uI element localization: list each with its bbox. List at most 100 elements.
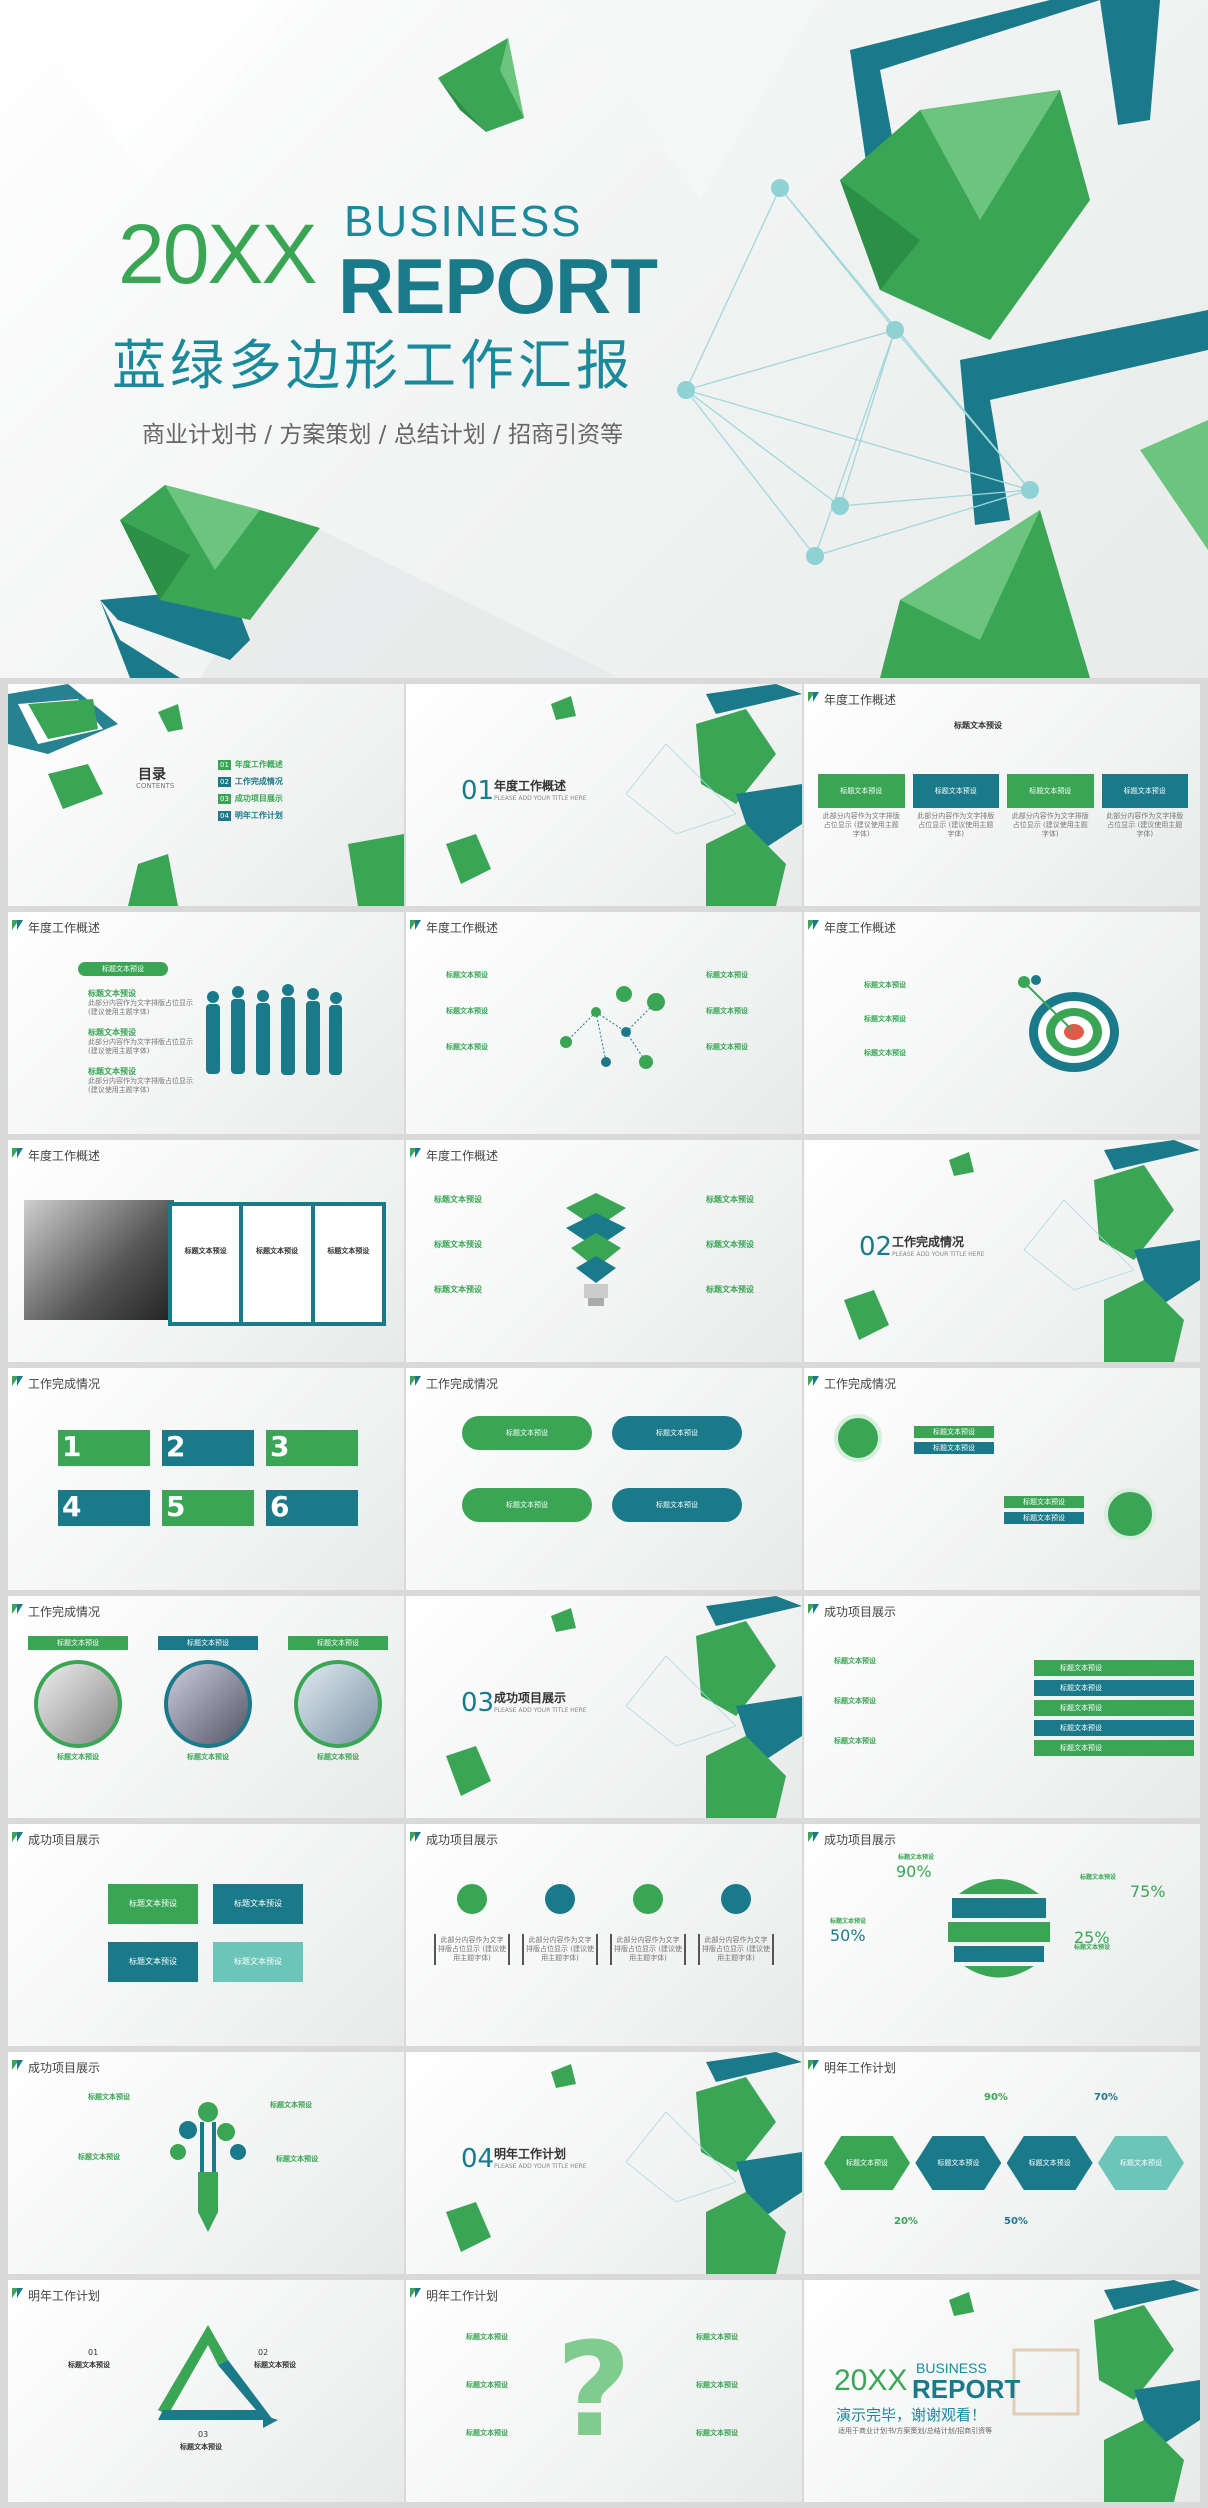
slide-chart-pencil[interactable]: 工作完成情况 标题文本预设 标题文本预设 标题文本预设 标题文本预设 <box>804 1368 1200 1590</box>
diamond-item[interactable]: 标题文本预设 <box>824 2136 910 2190</box>
block-number: 1 <box>62 1430 82 1463</box>
box-text: 此部分内容作为文字排版占位显示 (建议使用主题字体) <box>1011 812 1089 838</box>
pct-50: 50% <box>1004 2216 1028 2227</box>
pill-vimeo[interactable]: 标题文本预设 <box>612 1488 742 1522</box>
slide-numbers[interactable]: 工作完成情况 1 2 3 4 5 6 <box>8 1368 404 1590</box>
flag-icon <box>808 692 815 702</box>
pct-90: 90% <box>984 2092 1008 2103</box>
item-label: 标题文本预设 <box>88 989 136 998</box>
column-desc: 此部分内容作为文字排版占位显示 (建议使用主题字体) <box>610 1934 686 1965</box>
flag-icon <box>12 1148 19 1158</box>
item-label: 标题文本预设 <box>706 971 748 979</box>
number-block[interactable]: 1 <box>58 1430 150 1466</box>
slide-section-03[interactable]: 03 成功项目展示 PLEASE ADD YOUR TITLE HERE <box>406 1596 802 1818</box>
tag-instagram[interactable]: 标题文本预设 <box>213 1884 303 1924</box>
flag-icon <box>410 2288 417 2298</box>
slide-team[interactable]: 年度工作概述 标题文本预设 标题文本预设 此部分内容作为文字排版占位显示 (建议使… <box>8 912 404 1134</box>
step-number: 01 <box>88 2348 99 2357</box>
diamond-item[interactable]: 标题文本预设 <box>1097 2136 1184 2190</box>
item-label: 标题文本预设 <box>1080 1874 1117 1881</box>
icon-column[interactable]: 此部分内容作为文字排版占位显示 (建议使用主题字体) <box>610 1884 686 1965</box>
icon-column[interactable]: 此部分内容作为文字排版占位显示 (建议使用主题字体) <box>522 1884 598 1965</box>
slide-overview-boxes[interactable]: 年度工作概述 标题文本预设 标题文本预设 此部分内容作为文字排版占位显示 (建议使… <box>804 684 1200 906</box>
icon-column[interactable]: 此部分内容作为文字排版占位显示 (建议使用主题字体) <box>698 1884 774 1965</box>
slide-triangle[interactable]: 明年工作计划 01 标题文本预设 02 标题文本预设 03 标题文本预设 <box>8 2280 404 2502</box>
slide-social-pills[interactable]: 工作完成情况 标题文本预设 标题文本预设 标题文本预设 标题文本预设 <box>406 1368 802 1590</box>
slide-question[interactable]: 明年工作计划 标题文本预设 标题文本预设 标题文本预设 标题文本预设 标题文本预… <box>406 2280 802 2502</box>
number-block[interactable]: 6 <box>266 1490 358 1526</box>
tag-settings[interactable]: 标题文本预设 <box>213 1942 303 1982</box>
slide-header: 年度工作概述 <box>824 693 897 707</box>
flag-icon <box>12 2288 19 2298</box>
number-block[interactable]: 2 <box>162 1430 254 1466</box>
frame-shape <box>850 0 1100 190</box>
tag-twitter[interactable]: 标题文本预设 <box>108 1942 198 1982</box>
icon-column[interactable]: 此部分内容作为文字排版占位显示 (建议使用主题字体) <box>434 1884 510 1965</box>
feature-box[interactable]: 标题文本预设 此部分内容作为文字排版占位显示 (建议使用主题字体) <box>912 774 999 843</box>
slide-section-02[interactable]: 02 工作完成情况 PLEASE ADD YOUR TITLE HERE <box>804 1140 1200 1362</box>
slide-bulb[interactable]: 年度工作概述 标题文本预设 标题文本预设 标题文本预设 标题文本预设 标题文本预… <box>406 1140 802 1362</box>
slide-sphere[interactable]: 成功项目展示 标题文本预设 90% 标题文本预设 75% 标题文本预设 50% … <box>804 1824 1200 2046</box>
slide-photo-boxes[interactable]: 年度工作概述 标题文本预设 标题文本预设 标题文本预设 <box>8 1140 404 1362</box>
pill-twitter[interactable]: 标题文本预设 <box>462 1416 592 1450</box>
tag-facebook[interactable]: 标题文本预设 <box>108 1884 198 1924</box>
column-desc: 此部分内容作为文字排版占位显示 (建议使用主题字体) <box>698 1934 774 1965</box>
contents-item[interactable]: 04 明年工作计划 <box>218 810 368 821</box>
item-label: 标题文本预设 <box>834 1737 876 1745</box>
molecule-icon <box>560 986 665 1069</box>
number-block[interactable]: 5 <box>162 1490 254 1526</box>
slide-icon-columns[interactable]: 成功项目展示 此部分内容作为文字排版占位显示 (建议使用主题字体) 此部分内容作… <box>406 1824 802 2046</box>
flag-icon <box>813 2060 819 2070</box>
diamond-item[interactable]: 标题文本预设 <box>1006 2136 1093 2190</box>
slide-target[interactable]: 年度工作概述 标题文本预设 标题文本预设 标题文本预设 <box>804 912 1200 1134</box>
flag-icon <box>808 920 815 930</box>
flag-icon <box>415 1376 421 1386</box>
slide-tree[interactable]: 成功项目展示 标题文本预设 标题文本预设 标题文本预设 标题文本预设 <box>8 2052 404 2274</box>
slide-social-tags[interactable]: 成功项目展示 标题文本预设 标题文本预设 标题文本预设 标题文本预设 <box>8 1824 404 2046</box>
slide-section-04[interactable]: 04 明年工作计划 PLEASE ADD YOUR TITLE HERE <box>406 2052 802 2274</box>
item-list: 标题文本预设 此部分内容作为文字排版占位显示 (建议使用主题字体) 标题文本预设此… <box>88 988 198 1095</box>
slide-section-01[interactable]: 01 年度工作概述 PLEASE ADD YOUR TITLE HERE <box>406 684 802 906</box>
flag-icon <box>813 692 819 702</box>
slide-bars[interactable]: 成功项目展示 标题文本预设 标题文本预设 标题文本预设 标题文本预设 标题文本预… <box>804 1596 1200 1818</box>
number-block[interactable]: 3 <box>266 1430 358 1466</box>
contents-title: 目录 <box>138 767 166 783</box>
item-number: 04 <box>218 810 231 821</box>
slide-thanks[interactable]: 20XX BUSINESS REPORT 演示完毕，谢谢观看！ 适用于商业计划书… <box>804 2280 1200 2502</box>
item-label: 标题文本预设 <box>327 1247 370 1255</box>
slide-contents[interactable]: 目录 CONTENTS 01 年度工作概述 02 工作完成情况 03 成功项目展示 0… <box>8 684 404 906</box>
contents-item[interactable]: 02 工作完成情况 <box>218 776 368 787</box>
flag-icon <box>410 1832 417 1842</box>
circle-item[interactable]: 标题文本预设 标题文本预设 <box>158 1636 258 1762</box>
contents-item[interactable]: 01 年度工作概述 <box>218 759 368 770</box>
feature-box[interactable]: 标题文本预设此部分内容作为文字排版占位显示 (建议使用主题字体) <box>1007 774 1094 843</box>
box-text: 此部分内容作为文字排版占位显示 (建议使用主题字体) <box>822 812 900 838</box>
step-number: 03 <box>198 2430 209 2439</box>
bar-label: 标题文本预设 <box>1034 1740 1194 1756</box>
slide-circles[interactable]: 工作完成情况 标题文本预设 标题文本预设 标题文本预设 标题文本预设 标题文本预设标… <box>8 1596 404 1818</box>
contents-item[interactable]: 03 成功项目展示 <box>218 793 368 804</box>
pill-check[interactable]: 标题文本预设 <box>612 1416 742 1450</box>
slide-network[interactable]: 年度工作概述 标题文本预设 标题文本预设 标题文本预设 标题文本预设 标题文本预… <box>406 912 802 1134</box>
flag-icon <box>808 1604 815 1614</box>
diamond-item[interactable]: 标题文本预设 <box>915 2136 1002 2190</box>
target-icon <box>721 1884 751 1914</box>
section-title: 工作完成情况 <box>892 1235 965 1249</box>
item-label: 标题文本预设 <box>187 1753 229 1761</box>
column-desc: 此部分内容作为文字排版占位显示 (建议使用主题字体) <box>522 1934 598 1965</box>
slide-diamonds[interactable]: 明年工作计划 90% 70% 20% 50% 标题文本预设 标题文本预设 标题文… <box>804 2052 1200 2274</box>
flag-icon <box>808 1376 815 1386</box>
cover-slide[interactable]: 20XX BUSINESS REPORT 蓝绿多边形工作汇报 商业计划书 / 方… <box>0 0 1208 678</box>
feature-box[interactable]: 标题文本预设 此部分内容作为文字排版占位显示 (建议使用主题字体) <box>818 774 905 843</box>
flag-icon <box>17 920 23 930</box>
number-block[interactable]: 4 <box>58 1490 150 1526</box>
feature-box[interactable]: 标题文本预设 此部分内容作为文字排版占位显示 (建议使用主题字体) <box>1101 774 1188 843</box>
pill-instagram[interactable]: 标题文本预设 <box>462 1488 592 1522</box>
circle-item[interactable]: 标题文本预设 标题文本预设 <box>28 1636 128 1762</box>
circle-item[interactable]: 标题文本预设 标题文本预设 <box>288 1636 388 1762</box>
box-label: 标题文本预设 <box>1007 774 1094 808</box>
right-items: 标题文本预设 标题文本预设 标题文本预设 <box>706 1194 796 1295</box>
flag-icon <box>12 920 19 930</box>
item-label: 标题文本预设 <box>1004 1496 1084 1508</box>
block-number: 2 <box>166 1430 186 1463</box>
